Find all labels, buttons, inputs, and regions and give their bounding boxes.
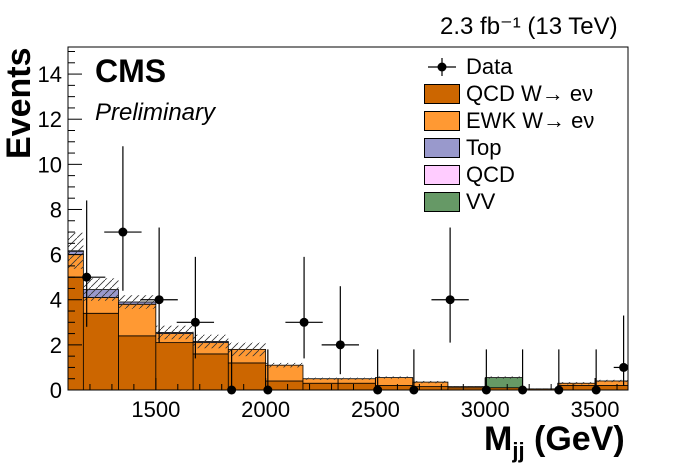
legend-label: QCD — [466, 162, 515, 187]
x-tick-label: 1500 — [131, 397, 180, 422]
uncertainty-hatch — [557, 382, 596, 385]
uncertainty-hatch — [338, 377, 376, 380]
uncertainty-hatch — [522, 388, 558, 390]
y-tick-label: 10 — [38, 152, 62, 177]
legend-label: Top — [466, 135, 502, 160]
legend-swatch — [424, 192, 460, 212]
uncertainty-hatch — [118, 295, 156, 309]
bar-segment — [118, 303, 157, 337]
bar-segment — [118, 335, 157, 391]
legend-entry: EWK W→ eν — [424, 108, 594, 134]
legend-entry: QCD W→ eν — [424, 81, 593, 107]
uncertainty-hatch — [412, 380, 448, 384]
uncertainty-hatch — [68, 232, 84, 269]
uncertainty-hatch — [155, 325, 194, 340]
legend-entry: Data — [424, 54, 512, 80]
axes: 1500 2000 2500 3000 3500 0 2 4 6 8 10 12 14 — [38, 51, 620, 422]
bar-segment — [557, 385, 596, 391]
uncertainty-hatch — [265, 362, 303, 368]
data-point — [445, 295, 455, 305]
uncertainty-hatch — [302, 377, 339, 380]
data-point — [299, 317, 309, 327]
data-point — [335, 340, 345, 350]
x-tick-label: 3500 — [571, 397, 620, 422]
stacked-bars — [67, 250, 629, 391]
bar-segment — [484, 377, 523, 389]
legend-swatch — [424, 84, 460, 104]
legend-label: QCD W→ eν — [466, 81, 594, 106]
legend-entry: VV — [424, 189, 495, 215]
y-tick-label: 0 — [50, 378, 62, 403]
y-tick-label: 12 — [38, 107, 62, 132]
uncertainty-hatch — [83, 278, 119, 301]
bar-segment — [82, 312, 119, 391]
bar-segment — [302, 382, 339, 391]
uncertainty-hatch — [595, 379, 628, 383]
x-tick-label: 2000 — [241, 397, 290, 422]
uncertainty-band — [68, 232, 628, 390]
uncertainty-hatch — [228, 342, 266, 357]
uncertainty-hatch — [485, 376, 523, 379]
legend-swatch — [424, 138, 460, 158]
bar-segment — [192, 353, 229, 391]
preliminary-label: Preliminary — [95, 99, 216, 126]
x-tick-label: 2500 — [351, 397, 400, 422]
y-axis-label: Events — [0, 47, 38, 160]
uncertainty-hatch — [193, 334, 229, 349]
x-tick-label: 3000 — [461, 397, 510, 422]
legend-label: EWK W→ eν — [466, 108, 595, 133]
uncertainty-hatch — [375, 376, 413, 379]
uncertainty-hatch — [447, 386, 486, 388]
luminosity-label: 2.3 fb⁻¹ (13 TeV) — [440, 13, 618, 40]
plot-frame — [67, 46, 629, 391]
y-tick-label: 8 — [50, 197, 62, 222]
y-tick-label: 14 — [38, 62, 62, 87]
legend-label: Data — [466, 54, 513, 79]
bar-segment — [155, 342, 194, 391]
data-point — [619, 362, 629, 372]
data-point — [118, 227, 128, 237]
legend-swatch — [424, 165, 460, 185]
cms-label: CMS — [95, 53, 167, 89]
legend-entry: Top — [424, 135, 501, 161]
data-point — [190, 317, 200, 327]
x-axis-label: Mjj (GeV) — [484, 420, 625, 463]
legend-swatch — [424, 57, 460, 77]
bar-segment — [337, 382, 376, 391]
bar-segment — [227, 362, 267, 391]
data-point — [82, 272, 92, 282]
y-tick-label: 6 — [50, 243, 62, 268]
legend-swatch — [424, 111, 460, 131]
bar-segment — [265, 364, 304, 382]
bar-segment — [375, 377, 414, 386]
legend-label: VV — [466, 189, 496, 214]
y-tick-label: 4 — [50, 288, 62, 313]
y-tick-label: 2 — [50, 333, 62, 358]
data-point — [154, 295, 164, 305]
legend-entry: QCD — [424, 162, 515, 188]
